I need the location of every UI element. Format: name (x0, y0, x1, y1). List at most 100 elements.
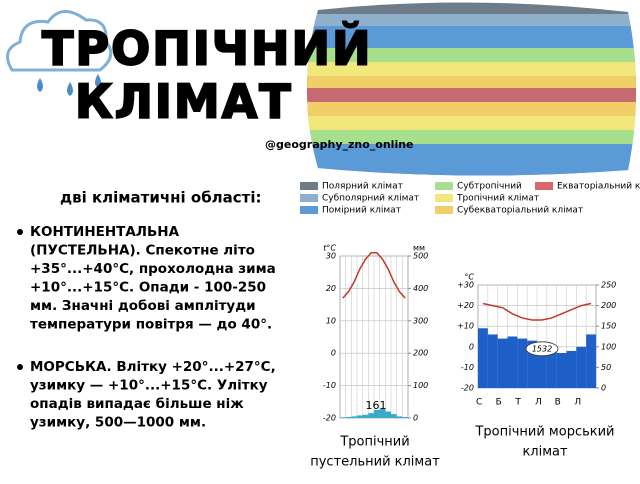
y-tick-label: 10 (326, 316, 336, 325)
caption: Тропічний (339, 435, 409, 450)
month-label: С (476, 398, 482, 408)
bullet-line: узимку — +10°...+15°С. Улітку (30, 378, 268, 394)
precip-bar (396, 416, 403, 418)
precip-bar (385, 411, 391, 418)
legend-swatch (300, 206, 318, 214)
y2-tick-label: 100 (413, 381, 428, 390)
precip-bar (497, 338, 508, 388)
handle: @geography_zno_online (265, 138, 414, 151)
legend-swatch (435, 182, 453, 190)
y-tick-label: 0 (331, 349, 336, 358)
y2-tick-label: 200 (601, 301, 616, 310)
y-tick-label: 0 (469, 342, 474, 351)
rain-drops (37, 74, 101, 96)
precip-bar (566, 350, 577, 388)
bullet-line: мм. Значні добові амплітуди (30, 298, 256, 314)
total-label: 1532 (532, 344, 552, 353)
title-line: КЛІМАТ (75, 75, 293, 129)
precip-bar (374, 409, 380, 418)
precip-bar (487, 334, 498, 388)
precip-bar (556, 352, 567, 388)
precip-bar (351, 416, 357, 418)
bullet-line: (ПУСТЕЛЬНА). Спекотне літо (30, 243, 255, 259)
legend-label: Полярний клімат (322, 182, 403, 192)
y2-tick-label: 500 (413, 252, 428, 261)
y-tick-label: -20 (323, 414, 336, 423)
legend-label: Субполярний клімат (322, 194, 419, 204)
legend-label: Субекваторіальний клімат (457, 206, 583, 216)
month-label: В (555, 398, 561, 408)
y2-tick-label: 0 (601, 384, 606, 393)
temperature-line (482, 302, 592, 321)
precip-bar (546, 348, 557, 388)
month-label: Л (535, 398, 542, 408)
temp-unit: °С (464, 273, 474, 282)
caption: пустельний клімат (310, 455, 440, 470)
bullet-line: КОНТИНЕНТАЛЬНА (30, 224, 180, 240)
y-tick-label: 20 (326, 284, 336, 293)
bullet-dot (17, 364, 23, 370)
y-tick-label: -10 (461, 363, 474, 372)
legend-swatch (535, 182, 553, 190)
precip-bar (507, 336, 518, 388)
bullet-line: температури повітря — до 40°. (30, 317, 272, 333)
precip-bar (357, 415, 363, 418)
y-tick-label: -10 (323, 381, 336, 390)
bullet-line: +10°...+15°С. Опади - 100-250 (30, 280, 266, 296)
y-tick-label: +20 (457, 301, 474, 310)
total-badge (525, 341, 559, 357)
month-label: Л (574, 398, 581, 408)
legend-label: Помірний клімат (322, 206, 401, 216)
precip-bar (517, 338, 528, 388)
y2-tick-label: 200 (413, 349, 428, 358)
precip-bar (379, 408, 386, 418)
month-label: Т (514, 398, 521, 408)
precip-bar (537, 342, 547, 388)
legend-swatch (300, 194, 318, 202)
precip-bar (340, 417, 346, 418)
title-line: ТРОПІЧНИЙ (42, 22, 372, 76)
bullet-line: опадів випадає більше ніж (30, 396, 244, 412)
legend-swatch (435, 206, 453, 214)
total-label: 161 (366, 399, 387, 412)
month-label: Б (496, 398, 502, 408)
precip-bar (478, 328, 488, 388)
legend-label: Субтропічний (457, 182, 522, 192)
legend-swatch (435, 194, 453, 202)
precip-unit: мм (413, 244, 425, 253)
bullet-line: +35°...+40°С, прохолодна зима (30, 261, 276, 277)
precip-bar (586, 334, 596, 388)
y-tick-label: 30 (326, 252, 336, 261)
bullet-line: узимку, 500—1000 мм. (30, 415, 206, 431)
bullet-dot (17, 229, 23, 235)
precip-bar (402, 417, 408, 418)
temp-unit: t°С (323, 244, 336, 253)
legend-swatch (300, 182, 318, 190)
legend-label: Екваторіальний клімат (557, 182, 640, 192)
precip-bar (576, 346, 587, 388)
y2-tick-label: 50 (601, 363, 611, 372)
legend-label: Тропічний клімат (456, 194, 539, 204)
precip-bar (527, 340, 537, 388)
y2-tick-label: 150 (601, 322, 616, 331)
bullet-line: МОРСЬКА. Влітку +20°...+27°С, (30, 359, 276, 375)
cloud-icon (6, 10, 113, 72)
world-map (307, 2, 636, 176)
y-tick-label: +30 (457, 281, 474, 290)
y2-tick-label: 0 (413, 414, 418, 423)
precip-bar (368, 413, 374, 418)
precip-bar (362, 414, 369, 418)
precip-bar (391, 414, 397, 418)
y2-tick-label: 400 (413, 284, 428, 293)
y-tick-label: -20 (461, 384, 474, 393)
y-tick-label: +10 (457, 322, 474, 331)
caption: клімат (522, 445, 568, 460)
subtitle: дві кліматичні області: (60, 189, 262, 207)
y2-tick-label: 100 (601, 342, 616, 351)
y2-tick-label: 300 (413, 316, 428, 325)
caption: Тропічний морський (474, 425, 614, 440)
y2-tick-label: 250 (601, 281, 616, 290)
precip-bar (345, 417, 352, 418)
temperature-line (342, 252, 406, 299)
